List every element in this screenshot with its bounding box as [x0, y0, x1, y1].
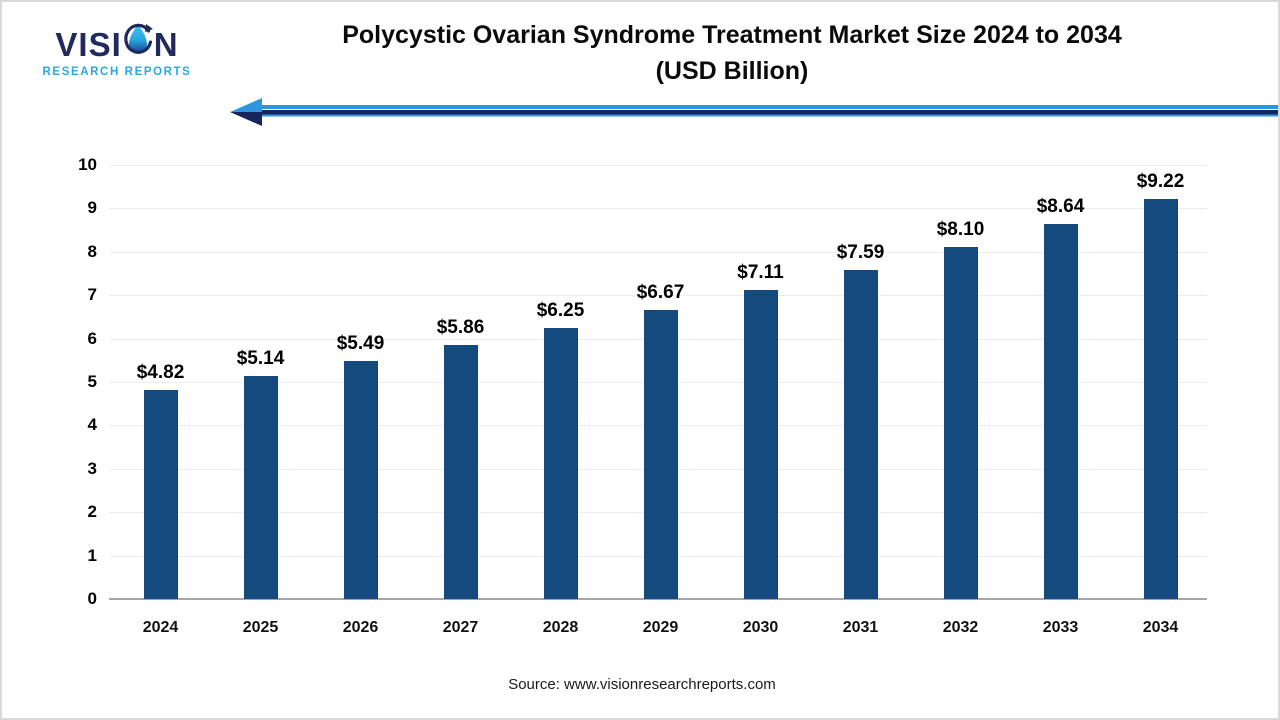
value-label-2034: $9.22	[1136, 170, 1185, 192]
x-axis-label-2032: 2032	[942, 619, 979, 636]
x-axis-line	[109, 598, 1207, 600]
droplet-swoosh-icon	[123, 21, 153, 61]
value-label-2032: $8.10	[936, 219, 985, 241]
bar-2029	[643, 309, 678, 599]
bar-2027	[443, 344, 478, 599]
logo-subtitle: RESEARCH REPORTS	[42, 66, 192, 78]
value-label-2027: $5.86	[436, 316, 485, 338]
y-axis-tick-6: 6	[87, 328, 97, 348]
x-axis-label-2024: 2024	[142, 619, 179, 636]
gridline-7	[109, 295, 1207, 297]
x-axis-label-2030: 2030	[742, 619, 779, 636]
x-axis-label-2028: 2028	[542, 619, 579, 636]
gridline-10	[109, 165, 1207, 166]
y-axis-tick-4: 4	[87, 415, 97, 435]
y-axis-tick-2: 2	[87, 502, 97, 522]
x-axis-label-2031: 2031	[842, 619, 879, 636]
x-axis-label-2034: 2034	[1142, 619, 1179, 636]
y-axis-tick-0: 0	[87, 589, 97, 608]
title-line-2: (USD Billion)	[655, 56, 809, 85]
y-axis-tick-8: 8	[87, 241, 97, 261]
x-axis-label-2033: 2033	[1042, 619, 1079, 636]
bar-2024	[143, 389, 178, 599]
value-label-2033: $8.64	[1036, 196, 1085, 218]
y-axis-tick-10: 10	[78, 155, 97, 174]
x-axis-label-2027: 2027	[442, 619, 479, 636]
logo-text-suffix: N	[153, 26, 179, 63]
value-label-2028: $6.25	[536, 299, 585, 321]
bar-2028	[543, 327, 578, 599]
gridline-9	[109, 208, 1207, 210]
x-axis-label-2026: 2026	[342, 619, 379, 636]
logo-text-prefix: VISI	[55, 26, 122, 63]
value-label-2030: $7.11	[737, 262, 784, 284]
bar-2031	[843, 269, 878, 599]
value-label-2029: $6.67	[636, 281, 685, 303]
left-arrow-icon	[230, 96, 1278, 128]
bar-chart: 0 1 2 3 4 5 6 7 8 9 10 $4.82 2024 $5.14 2025 $5.49 2026 $…	[2, 142, 1278, 652]
x-axis-label-2029: 2029	[642, 619, 679, 636]
bar-2034	[1143, 198, 1178, 599]
y-axis-tick-5: 5	[87, 372, 97, 391]
y-axis-tick-3: 3	[87, 458, 97, 478]
vision-research-reports-logo: VISI N R	[32, 23, 202, 78]
title-line-1: Polycystic Ovarian Syndrome Treatment Ma…	[342, 21, 1122, 49]
value-label-2031: $7.59	[836, 241, 885, 263]
bar-2025	[243, 375, 278, 599]
bar-2030	[743, 290, 778, 599]
source-attribution: Source: www.visionresearchreports.com	[508, 676, 776, 693]
bar-2033	[1043, 224, 1078, 599]
y-axis-tick-1: 1	[87, 545, 97, 565]
value-label-2024: $4.82	[136, 361, 185, 383]
y-axis-tick-9: 9	[87, 198, 97, 218]
value-label-2026: $5.49	[336, 332, 385, 354]
bar-2032	[943, 247, 978, 599]
value-label-2025: $5.14	[236, 347, 285, 369]
gridline-8	[109, 251, 1207, 253]
bar-2026	[343, 360, 378, 599]
page-title: Polycystic Ovarian Syndrome Treatment Ma…	[232, 18, 1232, 89]
x-axis-label-2025: 2025	[242, 619, 279, 636]
y-axis-tick-7: 7	[87, 285, 97, 305]
logo-wordmark: VISI N	[32, 23, 202, 63]
